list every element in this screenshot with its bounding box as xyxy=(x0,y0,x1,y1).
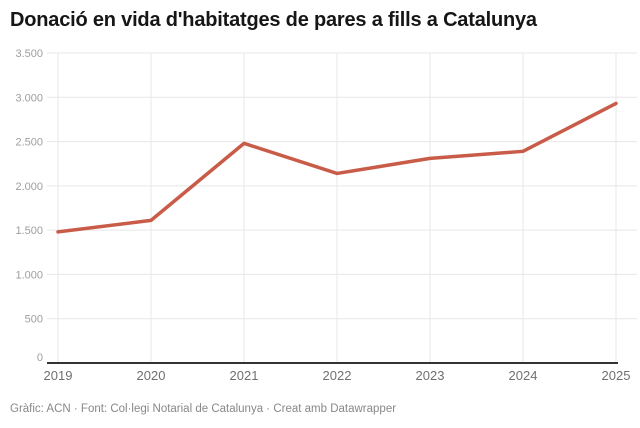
x-axis-tick-label: 2024 xyxy=(509,368,538,383)
data-line-donacions xyxy=(56,101,618,234)
x-axis-tick-label: 2023 xyxy=(416,368,445,383)
x-axis-tick-label: 2020 xyxy=(137,368,166,383)
y-axis-tick-label: 3.000 xyxy=(15,92,43,104)
x-axis-tick-label: 2022 xyxy=(323,368,352,383)
y-axis-tick-label: 0 xyxy=(37,352,43,364)
x-axis-tick-label: 2019 xyxy=(44,368,73,383)
y-axis-tick-label: 2.000 xyxy=(15,181,43,193)
x-axis-tick-label: 2021 xyxy=(230,368,259,383)
y-axis-tick-label: 2.500 xyxy=(15,137,43,149)
y-axis-tick-label: 3.500 xyxy=(15,48,43,60)
chart-title: Donació en vida d'habitatges de pares a … xyxy=(10,9,537,31)
y-axis-tick-label: 1.500 xyxy=(15,225,43,237)
y-axis-tick-label: 1.000 xyxy=(15,269,43,281)
x-axis-tick-label: 2025 xyxy=(602,368,631,383)
chart-footer: Gràfic: ACN · Font: Col·legi Notarial de… xyxy=(10,402,630,416)
y-axis-tick-label: 500 xyxy=(25,314,43,326)
footer-credits: Gràfic: ACN · Font: Col·legi Notarial de… xyxy=(10,403,397,415)
